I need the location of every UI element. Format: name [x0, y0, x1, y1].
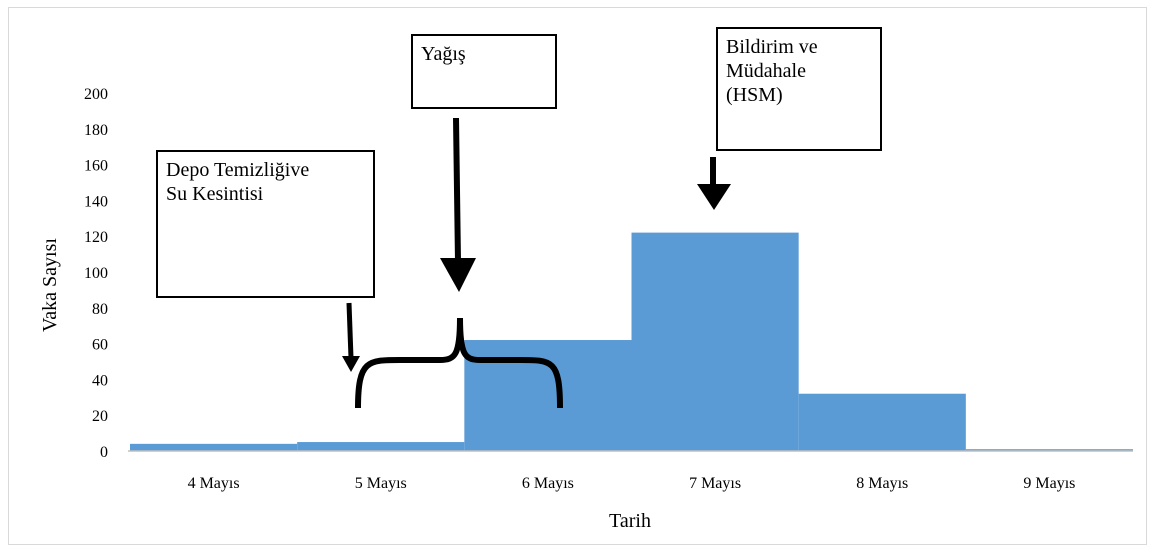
- y-tick-label: 60: [92, 337, 108, 354]
- bar-0: [130, 443, 298, 451]
- y-tick-label: 120: [84, 229, 108, 246]
- bar-2: [464, 340, 632, 451]
- x-tick-label: 6 Mayıs: [522, 475, 574, 492]
- annotation-bildirim: Bildirim ve Müdahale (HSM): [716, 27, 882, 151]
- chart-frame: [8, 7, 1147, 545]
- x-tick-label: 4 Mayıs: [188, 475, 240, 492]
- x-tick-label: 5 Mayıs: [355, 475, 407, 492]
- y-tick-label: 180: [84, 122, 108, 139]
- bar-1: [297, 442, 465, 451]
- y-tick-labels: 0 20 40 60 80 100 120 140 160 180 200: [84, 86, 108, 461]
- bar-4: [798, 393, 966, 451]
- y-tick-label: 80: [92, 301, 108, 318]
- y-tick-label: 200: [84, 86, 108, 103]
- arrow-bildirim: [697, 157, 731, 210]
- arrow-depo: [342, 302, 360, 372]
- bar-3: [631, 232, 799, 451]
- bar-5: [965, 449, 1133, 451]
- x-tick-label: 7 Mayıs: [689, 475, 741, 492]
- y-tick-label: 20: [92, 408, 108, 425]
- y-tick-label: 100: [84, 265, 108, 282]
- annotation-yagis: Yağış: [411, 34, 557, 109]
- y-tick-label: 40: [92, 372, 108, 389]
- period-brace: [355, 317, 563, 409]
- y-tick-label: 160: [84, 158, 108, 175]
- x-axis-title: Tarih: [609, 510, 651, 532]
- arrow-yagis: [440, 117, 476, 292]
- y-tick-label: 140: [84, 193, 108, 210]
- x-tick-label: 9 Mayıs: [1023, 475, 1075, 492]
- x-tick-label: 8 Mayıs: [856, 475, 908, 492]
- x-tick-labels: 4 Mayıs 5 Mayıs 6 Mayıs 7 Mayıs 8 Mayıs 9 May…: [188, 475, 1076, 492]
- y-tick-label: 0: [100, 444, 108, 461]
- y-axis-title: Vaka Sayısı: [39, 238, 61, 332]
- annotation-depo: Depo Temizliğive Su Kesintisi: [156, 150, 375, 298]
